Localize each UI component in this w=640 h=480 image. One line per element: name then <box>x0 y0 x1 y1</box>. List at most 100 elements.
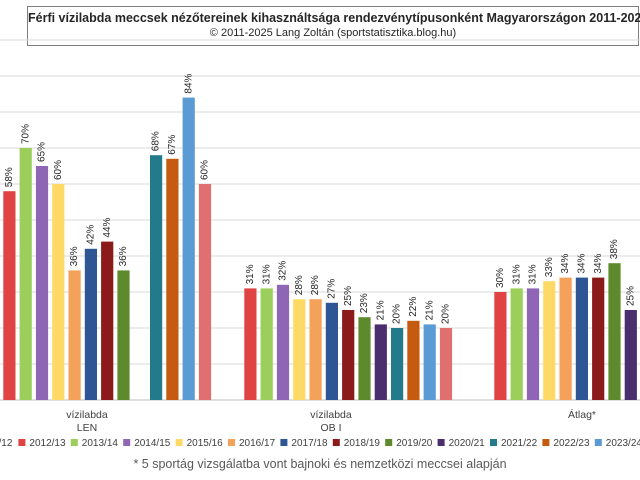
bar <box>391 328 404 400</box>
bar <box>68 270 81 400</box>
bar <box>374 324 387 400</box>
bar <box>293 299 306 400</box>
footnote: * 5 sportág vizsgálatba vont bajnoki és … <box>133 457 507 471</box>
data-label: 20% <box>441 304 452 324</box>
data-label: 67% <box>167 135 178 155</box>
data-label: 65% <box>37 142 48 162</box>
bar <box>510 288 523 400</box>
bar <box>117 270 130 400</box>
legend-label: 2020/21 <box>449 438 486 449</box>
bar <box>3 191 16 400</box>
data-label: 31% <box>528 264 539 284</box>
bar <box>423 324 436 400</box>
category-sublabel: LEN <box>77 422 97 434</box>
data-label: 25% <box>625 286 636 306</box>
bar <box>543 281 556 400</box>
bar <box>309 299 322 400</box>
bar <box>526 288 540 400</box>
bar <box>439 328 453 400</box>
bar <box>244 288 257 400</box>
data-label: 28% <box>310 275 321 295</box>
category-label: Átlag* <box>568 408 596 421</box>
legend-swatch <box>280 439 288 446</box>
legend-label: 2018/19 <box>344 438 381 449</box>
data-label: 32% <box>278 261 289 281</box>
bar <box>407 320 420 400</box>
legend-swatch <box>594 439 602 446</box>
bar <box>198 184 212 400</box>
data-label: 60% <box>200 160 211 180</box>
legend-label: 2013/14 <box>82 438 119 449</box>
data-label: 34% <box>577 253 588 273</box>
chart-title: Férfi vízilabda meccsek nézőtereinek kih… <box>28 11 640 25</box>
bar <box>276 284 290 400</box>
legend-label: 2017/18 <box>291 438 328 449</box>
bar <box>35 166 49 400</box>
data-label: 38% <box>609 239 620 259</box>
data-label: 30% <box>495 268 506 288</box>
data-label: 68% <box>151 131 162 151</box>
legend-swatch <box>385 439 393 446</box>
data-label: 34% <box>593 253 604 273</box>
bar <box>19 148 32 400</box>
legend-swatch <box>123 439 131 446</box>
data-label: 58% <box>4 167 15 187</box>
bar <box>624 310 637 400</box>
data-label: 28% <box>294 275 305 295</box>
legend-label: 2022/23 <box>553 438 590 449</box>
data-label: 21% <box>424 300 435 320</box>
bar <box>358 317 371 400</box>
legend-label: 2019/20 <box>396 438 433 449</box>
bar <box>559 277 572 400</box>
legend-label: 2011/12 <box>0 438 13 449</box>
legend-swatch <box>228 439 235 446</box>
data-label: 21% <box>375 300 386 320</box>
legend-label: 2012/13 <box>29 438 66 449</box>
data-label: 22% <box>408 297 419 317</box>
bar <box>325 302 338 400</box>
data-label: 70% <box>20 124 31 144</box>
data-label: 33% <box>544 257 555 277</box>
bar <box>575 277 588 400</box>
bar <box>608 263 621 400</box>
chart-subtitle: © 2011-2025 Lang Zoltán (sportstatisztik… <box>209 27 457 39</box>
bar <box>150 155 163 400</box>
data-label: 34% <box>560 253 571 273</box>
data-label: 36% <box>118 246 129 266</box>
data-label: 31% <box>261 264 272 284</box>
legend-label: 2016/17 <box>239 438 276 449</box>
chart-title-box: Férfi vízilabda meccsek nézőtereinek kih… <box>27 6 640 46</box>
data-label: 23% <box>359 293 370 313</box>
bar <box>101 241 114 400</box>
data-label: 31% <box>511 264 522 284</box>
data-label: 36% <box>69 246 80 266</box>
bar <box>52 184 65 400</box>
legend-label: 2021/22 <box>501 438 538 449</box>
legend-label: 2015/16 <box>187 438 224 449</box>
data-label: 84% <box>183 73 194 93</box>
legend-label: 2014/15 <box>134 438 171 449</box>
bar <box>166 158 179 400</box>
bar <box>84 248 97 400</box>
legend-swatch <box>437 439 445 446</box>
data-label: 20% <box>392 304 403 324</box>
legend-swatch <box>70 439 78 446</box>
data-label: 25% <box>343 286 354 306</box>
category-label: vízilabda <box>66 409 108 421</box>
bar <box>342 310 355 400</box>
data-label: 27% <box>327 279 338 299</box>
legend-swatch <box>490 439 497 446</box>
bar <box>494 292 507 400</box>
legend-swatch <box>332 439 340 446</box>
bar <box>260 288 273 400</box>
category-sublabel: OB I <box>320 422 341 434</box>
data-label: 60% <box>53 160 64 180</box>
legend-swatch <box>542 439 550 446</box>
data-label: 31% <box>245 264 256 284</box>
legend-label: 2023/24 <box>606 438 640 449</box>
bar <box>182 97 195 400</box>
legend-swatch <box>175 439 183 446</box>
data-label: 44% <box>102 217 113 237</box>
legend-swatch <box>18 439 26 446</box>
